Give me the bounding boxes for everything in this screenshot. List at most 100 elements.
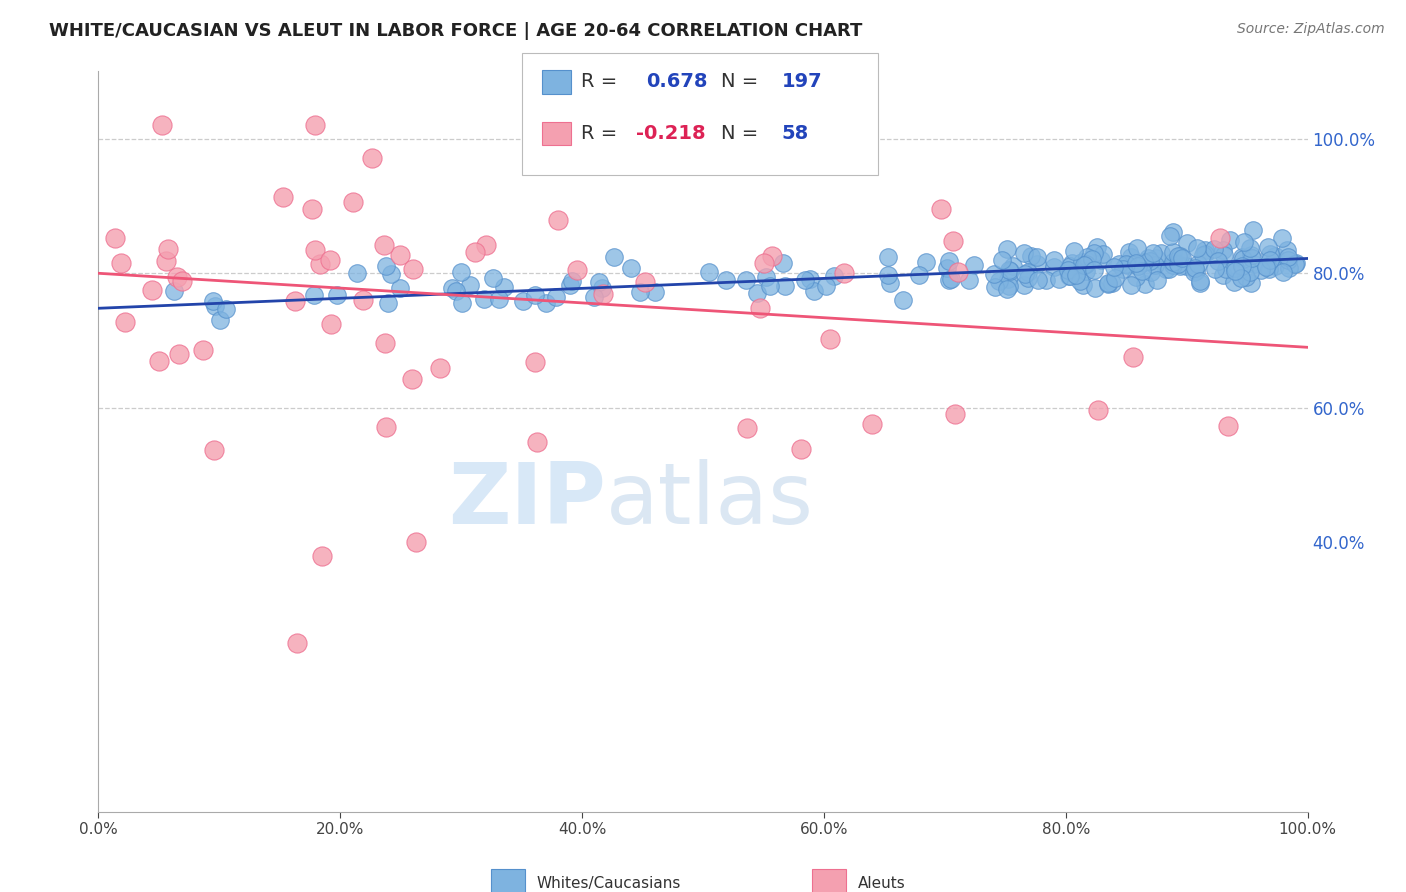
Point <box>1189 276 1212 290</box>
Point <box>745 285 768 300</box>
Point <box>1241 251 1264 265</box>
Point <box>1184 260 1206 275</box>
Point <box>983 267 1005 281</box>
Point <box>1121 277 1143 292</box>
Point <box>1239 241 1261 255</box>
Point <box>488 292 510 306</box>
Point <box>1128 260 1150 274</box>
Point <box>1240 248 1263 262</box>
Point <box>1216 418 1239 433</box>
Point <box>1150 246 1173 260</box>
Point <box>1284 257 1306 271</box>
Point <box>464 245 486 260</box>
Point <box>1132 255 1154 269</box>
Point <box>1185 241 1208 255</box>
Point <box>1163 244 1185 259</box>
Point <box>942 234 965 248</box>
Point <box>939 272 962 286</box>
Point <box>583 290 606 304</box>
Point <box>1230 250 1253 264</box>
Point <box>547 213 569 227</box>
Point <box>1188 274 1211 288</box>
Point <box>1116 258 1139 272</box>
Point <box>998 264 1021 278</box>
Point <box>1250 262 1272 277</box>
Point <box>1271 230 1294 244</box>
Text: Source: ZipAtlas.com: Source: ZipAtlas.com <box>1237 22 1385 37</box>
Point <box>891 293 914 308</box>
Point <box>191 343 214 357</box>
Point <box>170 274 193 288</box>
Point <box>1126 241 1149 255</box>
Point <box>1014 267 1036 281</box>
Point <box>155 254 177 268</box>
Bar <box>492 869 526 892</box>
Point <box>1074 258 1097 272</box>
Point <box>818 332 841 346</box>
Point <box>1167 249 1189 263</box>
Point <box>1026 273 1049 287</box>
Point <box>472 292 495 306</box>
Point <box>1085 240 1108 254</box>
Point <box>929 202 952 216</box>
Point <box>735 273 758 287</box>
Point <box>907 268 929 282</box>
Point <box>346 266 368 280</box>
Point <box>1017 270 1039 285</box>
Point <box>938 254 960 268</box>
Point <box>1277 252 1299 267</box>
FancyBboxPatch shape <box>522 53 879 175</box>
Point <box>591 281 613 295</box>
Point <box>1177 235 1199 250</box>
Point <box>1012 278 1035 293</box>
Point <box>1285 256 1308 270</box>
Point <box>429 361 451 376</box>
Point <box>444 284 467 298</box>
Point <box>860 417 883 431</box>
Point <box>759 279 782 293</box>
Point <box>482 270 505 285</box>
Point <box>524 288 547 302</box>
Point <box>1272 265 1295 279</box>
Point <box>1168 249 1191 263</box>
Point <box>401 372 423 386</box>
Point <box>1084 281 1107 295</box>
Point <box>114 316 136 330</box>
Point <box>565 263 588 277</box>
Point <box>823 268 845 283</box>
Point <box>1144 258 1167 272</box>
Point <box>1187 257 1209 271</box>
Point <box>148 353 170 368</box>
Point <box>304 244 326 258</box>
Point <box>1059 268 1081 283</box>
Point <box>302 288 325 302</box>
Point <box>1191 248 1213 262</box>
Point <box>475 238 498 252</box>
Text: 0.678: 0.678 <box>647 72 707 91</box>
Point <box>1167 256 1189 270</box>
Point <box>1001 259 1024 273</box>
Point <box>1241 223 1264 237</box>
Point <box>1194 247 1216 261</box>
Point <box>301 202 323 216</box>
Point <box>450 296 472 310</box>
Point <box>1083 263 1105 277</box>
Point <box>1019 249 1042 263</box>
Point <box>1234 270 1257 285</box>
Point <box>311 549 333 563</box>
Point <box>1254 260 1277 274</box>
Text: R =: R = <box>581 72 617 91</box>
Point <box>561 274 583 288</box>
Point <box>1121 250 1143 264</box>
Point <box>1070 259 1092 273</box>
Point <box>389 281 412 295</box>
Point <box>588 275 610 289</box>
Point <box>352 293 374 308</box>
Point <box>1064 268 1087 282</box>
Text: 197: 197 <box>782 72 823 91</box>
Point <box>1017 265 1039 279</box>
Point <box>1112 262 1135 277</box>
Text: 58: 58 <box>782 124 808 143</box>
Point <box>1012 245 1035 260</box>
Point <box>915 255 938 269</box>
